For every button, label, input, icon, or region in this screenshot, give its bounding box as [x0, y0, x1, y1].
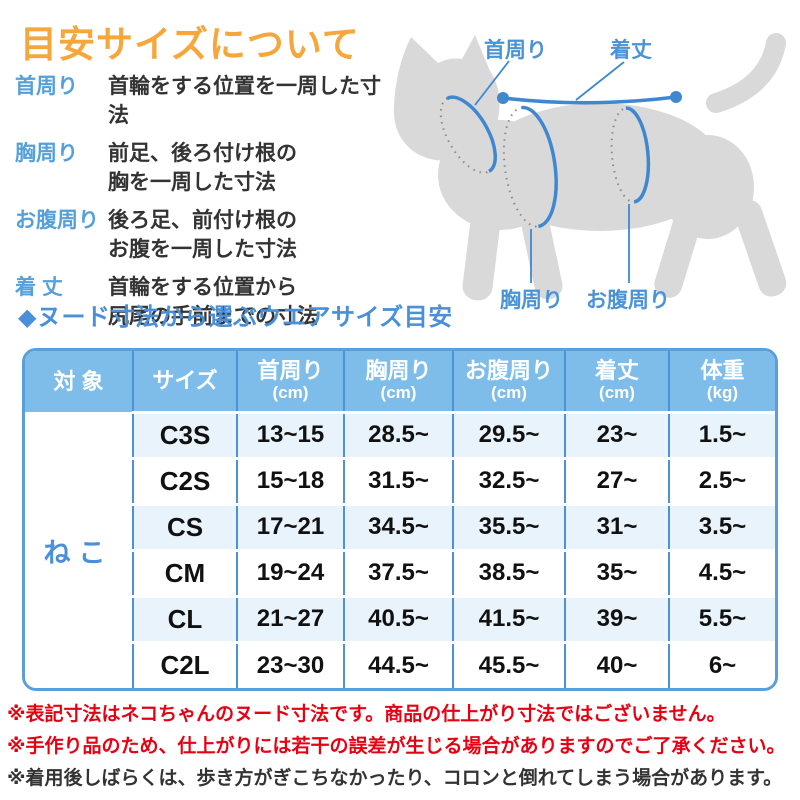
header-label: 着丈 — [594, 358, 639, 384]
header-label: お腹周り — [464, 358, 553, 384]
chest-cell: 37.5~ — [343, 548, 453, 596]
neck-cell: 13~15 — [236, 410, 344, 458]
weight-cell: 6~ — [668, 640, 775, 688]
definition-neck: 首周り 首輪をする位置を一周した寸法 — [15, 72, 395, 130]
table-row: ねこ C3S 13~15 28.5~ 29.5~ 23~ 1.5~ — [25, 410, 775, 688]
header-label: 胸周り — [365, 358, 432, 384]
definition-term: 胸周り — [15, 142, 78, 165]
table-row: CS 17~21 34.5~ 35.5~ 31~ 3.5~ — [25, 502, 775, 550]
size-cell: C2S — [132, 456, 237, 504]
length-cell: 35~ — [564, 548, 669, 596]
header-label: 体重 — [700, 358, 745, 384]
definition-term: お腹周り — [15, 209, 99, 232]
header-unit: (cm) — [272, 383, 309, 403]
belly-cell: 29.5~ — [452, 410, 565, 458]
belly-cell: 35.5~ — [452, 502, 565, 550]
diagram-label-chest: 胸周り — [500, 288, 563, 312]
header-label: 首周り — [257, 358, 324, 384]
cat-silhouette-illustration: 首周り 着丈 胸周り お腹周り — [393, 33, 787, 312]
chest-cell: 31.5~ — [343, 456, 453, 504]
definition-chest: 胸周り 前足、後ろ付け根の 胸を一周した寸法 — [15, 139, 395, 197]
belly-cell: 45.5~ — [452, 640, 565, 688]
weight-cell: 4.5~ — [668, 548, 775, 596]
diagram-label-length: 着丈 — [609, 38, 652, 62]
header-size: サイズ — [132, 351, 237, 412]
footnote: ※手作り品のため、仕上がりには若干の誤差が生じる場合がありますのでご了承ください… — [7, 736, 786, 757]
weight-cell: 1.5~ — [668, 410, 775, 458]
neck-cell: 17~21 — [236, 502, 344, 550]
table-row: CM 19~24 37.5~ 38.5~ 35~ 4.5~ — [25, 548, 775, 596]
neck-cell: 15~18 — [236, 456, 344, 504]
belly-cell: 41.5~ — [452, 594, 565, 642]
header-weight: 体重 (kg) — [668, 351, 775, 412]
header-chest: 胸周り (cm) — [343, 351, 453, 412]
header-unit: (cm) — [599, 383, 635, 403]
size-table: 対 象 サイズ 首周り (cm) 胸周り (cm) お腹周り (cm) 着丈 (cm) … — [22, 348, 778, 691]
section-heading: ◆ヌード寸法から選ぶウエアサイズ目安 — [18, 304, 453, 331]
definition-desc: 首輪をする位置から 尻尾の手前までの寸法 — [108, 276, 318, 328]
size-cell: CM — [132, 548, 237, 596]
header-label: 対 象 — [53, 368, 104, 394]
belly-cell: 32.5~ — [452, 456, 565, 504]
header-unit: (kg) — [706, 383, 739, 403]
size-cell: C3S — [132, 410, 237, 458]
length-cell: 23~ — [564, 410, 669, 458]
footnote: ※表記寸法はネコちゃんのヌード寸法です。商品の仕上がり寸法ではございません。 — [7, 704, 726, 725]
back-length-line — [497, 91, 682, 105]
cat-body-shape — [393, 33, 787, 301]
weight-cell: 3.5~ — [668, 502, 775, 550]
leader-lines — [474, 60, 630, 283]
table-row: CL 21~27 40.5~ 41.5~ 39~ 5.5~ — [25, 594, 775, 642]
definition-desc: 前足、後ろ付け根の 胸を一周した寸法 — [108, 142, 297, 194]
size-cell: CS — [132, 502, 237, 550]
header-length: 着丈 (cm) — [564, 351, 669, 412]
footnote: ※着用後しばらくは、歩き方がぎこちなかったり、コロンと倒れてしまう場合があります… — [7, 768, 783, 789]
chest-cell: 40.5~ — [343, 594, 453, 642]
weight-cell: 2.5~ — [668, 456, 775, 504]
diagram-labels: 首周り 着丈 胸周り お腹周り — [484, 38, 670, 312]
table-row: C2L 23~30 44.5~ 45.5~ 40~ 6~ — [25, 640, 775, 688]
definition-length: 着 丈 首輪をする位置から 尻尾の手前までの寸法 — [15, 273, 395, 331]
diagram-label-neck: 首周り — [484, 38, 547, 62]
definition-term: 首周り — [15, 75, 78, 98]
length-cell: 40~ — [564, 640, 669, 688]
header-belly: お腹周り (cm) — [452, 351, 565, 412]
table-header-row: 対 象 サイズ 首周り (cm) 胸周り (cm) お腹周り (cm) 着丈 (cm) … — [25, 351, 775, 412]
cat-measurement-diagram: 首周り 着丈 胸周り お腹周り — [378, 15, 800, 315]
neck-measure-ring — [439, 95, 497, 174]
diagram-label-belly: お腹周り — [586, 288, 670, 312]
belly-measure-ring — [610, 106, 651, 204]
chest-cell: 28.5~ — [343, 410, 453, 458]
header-target: 対 象 — [25, 351, 133, 412]
length-cell: 27~ — [564, 456, 669, 504]
definition-belly: お腹周り 後ろ足、前付け根の お腹を一周した寸法 — [15, 206, 395, 264]
size-cell: CL — [132, 594, 237, 642]
chest-measure-ring — [502, 105, 558, 229]
header-unit: (cm) — [380, 383, 417, 403]
measurement-definitions: 首周り 首輪をする位置を一周した寸法 胸周り 前足、後ろ付け根の 胸を一周した寸… — [15, 72, 395, 340]
header-neck: 首周り (cm) — [236, 351, 344, 412]
definition-desc: 首輪をする位置を一周した寸法 — [108, 75, 381, 127]
size-cell: C2L — [132, 640, 237, 688]
neck-cell: 19~24 — [236, 548, 344, 596]
footnotes: ※表記寸法はネコちゃんのヌード寸法です。商品の仕上がり寸法ではございません。 ※… — [7, 699, 797, 795]
neck-cell: 23~30 — [236, 640, 344, 688]
target-cell: ねこ — [25, 412, 133, 688]
table-row: C2S 15~18 31.5~ 32.5~ 27~ 2.5~ — [25, 456, 775, 504]
weight-cell: 5.5~ — [668, 594, 775, 642]
header-unit: (cm) — [491, 383, 527, 403]
neck-cell: 21~27 — [236, 594, 344, 642]
chest-cell: 34.5~ — [343, 502, 453, 550]
page-title: 目安サイズについて — [20, 24, 360, 65]
length-cell: 39~ — [564, 594, 669, 642]
header-label: サイズ — [152, 367, 218, 393]
belly-cell: 38.5~ — [452, 548, 565, 596]
definition-desc: 後ろ足、前付け根の お腹を一周した寸法 — [108, 209, 297, 261]
length-cell: 31~ — [564, 502, 669, 550]
chest-cell: 44.5~ — [343, 640, 453, 688]
definition-term: 着 丈 — [15, 276, 63, 299]
